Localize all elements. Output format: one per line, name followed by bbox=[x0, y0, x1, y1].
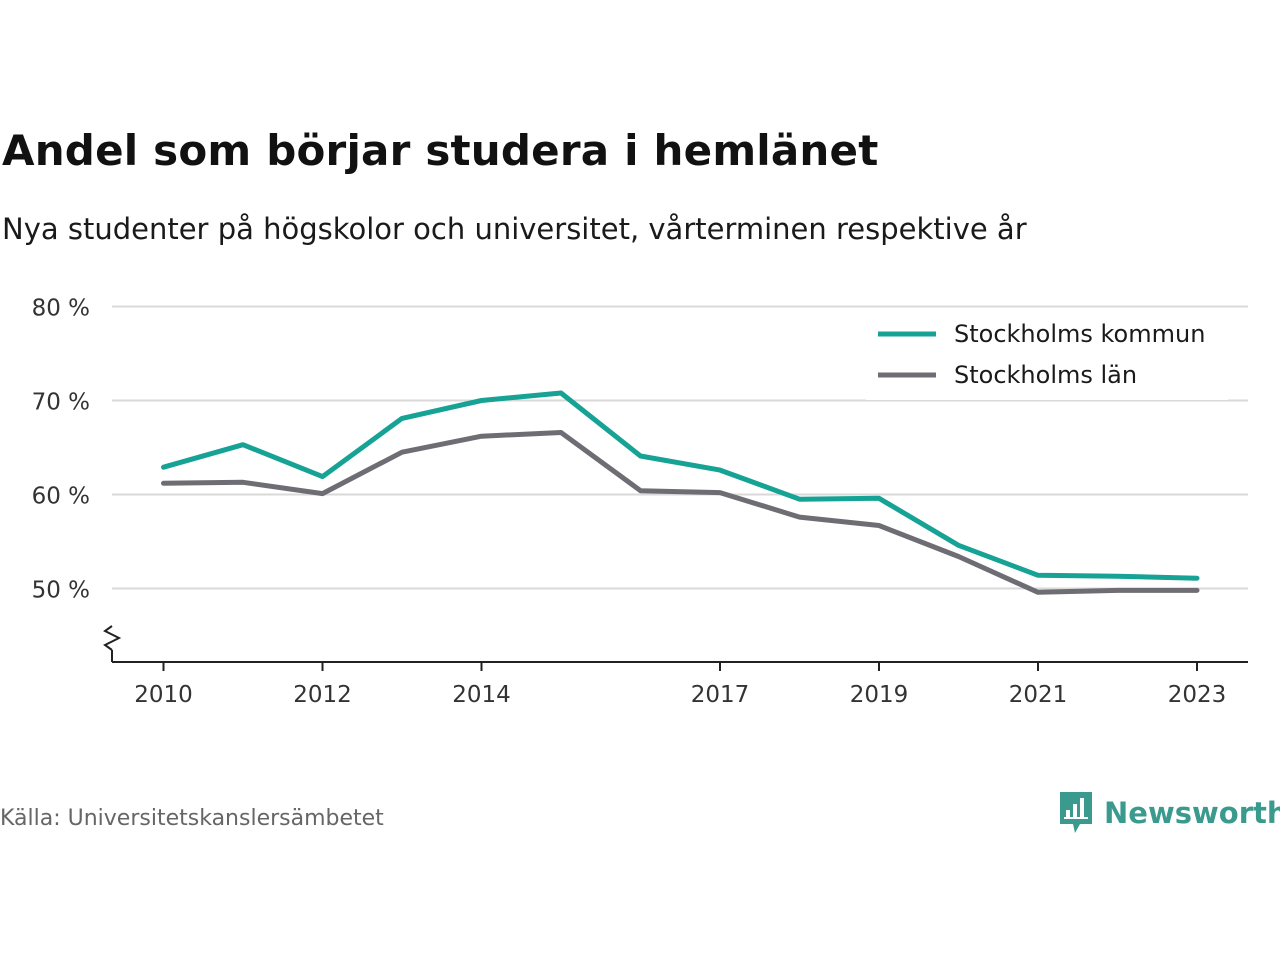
x-tick-label: 2023 bbox=[1168, 682, 1227, 708]
y-tick-label: 50 % bbox=[32, 578, 90, 604]
brand-name: Newsworthy bbox=[1104, 796, 1280, 830]
y-tick-label: 70 % bbox=[32, 390, 90, 416]
chart-title: Andel som börjar studera i hemlänet bbox=[2, 126, 879, 175]
x-tick-label: 2019 bbox=[850, 682, 909, 708]
axes: 50 % 60 % 70 % 80 % 2010 2012 2014 2017 2019 2021… bbox=[32, 296, 1248, 708]
legend-background bbox=[866, 312, 1228, 400]
series-line-2 bbox=[161, 430, 1200, 595]
axis-break-symbol bbox=[103, 625, 122, 651]
series-line-1 bbox=[161, 390, 1200, 581]
legend: Stockholms kommun Stockholms län bbox=[866, 312, 1228, 400]
series-lines bbox=[161, 390, 1200, 595]
y-tick-label: 80 % bbox=[32, 296, 90, 322]
x-tick-label: 2017 bbox=[691, 682, 750, 708]
x-tick-label: 2021 bbox=[1009, 682, 1068, 708]
grid-lines bbox=[112, 305, 1248, 590]
source-note: Källa: Universitetskanslersämbetet bbox=[0, 806, 384, 831]
chart-subtitle: Nya studenter på högskolor och universit… bbox=[2, 212, 1027, 246]
line-chart: 50 % 60 % 70 % 80 % 2010 2012 2014 2017 2019 2021… bbox=[32, 296, 1248, 708]
x-tick-label: 2014 bbox=[452, 682, 511, 708]
x-tick-label: 2010 bbox=[134, 682, 193, 708]
newsworthy-logo-icon bbox=[1060, 792, 1092, 833]
y-tick-label: 60 % bbox=[32, 484, 90, 510]
brand-logo: Newsworthy bbox=[1058, 790, 1280, 836]
x-tick-label: 2012 bbox=[293, 682, 352, 708]
legend-label-1: Stockholms kommun bbox=[954, 320, 1205, 348]
legend-label-2: Stockholms län bbox=[954, 361, 1137, 389]
